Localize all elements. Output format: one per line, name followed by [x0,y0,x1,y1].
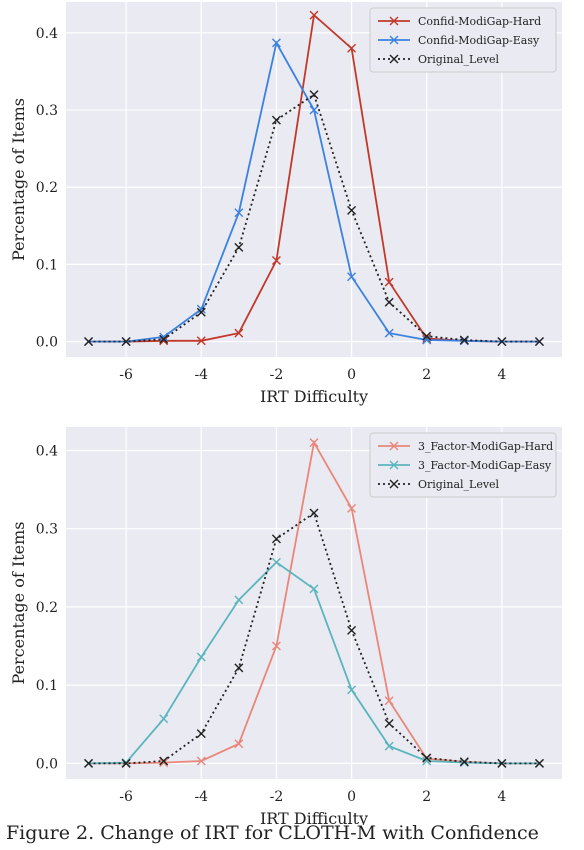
legend-label: Confid-ModiGap-Hard [418,15,541,28]
data-point [196,307,206,317]
data-point [384,328,394,338]
data-point [271,115,281,125]
y-tick-label: 0.3 [36,522,58,538]
x-tick-label: 4 [497,789,506,805]
data-point [196,336,206,346]
data-point [422,331,432,341]
legend-marker [389,54,399,64]
data-point [271,557,281,567]
y-tick-label: 0.2 [36,600,58,616]
data-point [497,758,507,768]
data-point [384,696,394,706]
data-point [159,758,169,768]
data-point [234,739,244,749]
x-tick-label: 0 [347,367,356,383]
legend-label: Confid-ModiGap-Easy [418,34,540,47]
data-point [196,729,206,739]
figure-caption: Figure 2. Change of IRT for CLOTH-M with… [6,822,539,844]
data-point [234,595,244,605]
x-tick-label: 2 [422,367,431,383]
x-tick-label: -6 [119,789,133,805]
data-point [121,758,131,768]
data-point [422,335,432,345]
data-point [159,714,169,724]
data-point [534,758,544,768]
data-point [196,756,206,766]
x-tick-label: 2 [422,789,431,805]
legend-label: 3_Factor-ModiGap-Hard [418,440,553,453]
legend-marker [389,441,399,451]
y-tick-label: 0.3 [36,103,58,119]
x-tick-label: -2 [270,789,284,805]
data-point [309,90,319,100]
data-point [347,272,357,282]
data-point [534,337,544,347]
data-point [497,337,507,347]
data-point [384,741,394,751]
data-point [271,256,281,266]
y-tick-label: 0.0 [36,335,58,351]
data-point [309,10,319,20]
x-tick-label: -2 [270,367,284,383]
data-point [159,332,169,342]
data-point [309,584,319,594]
data-point [84,337,94,347]
data-point [234,663,244,673]
y-tick-label: 0.4 [36,443,58,459]
legend-marker [389,16,399,26]
legend-marker [389,35,399,45]
x-axis-label: IRT Difficulty [260,809,368,825]
data-point [347,685,357,695]
legend-marker [389,479,399,489]
legend-marker [389,460,399,470]
data-point [234,328,244,338]
y-axis-label: Percentage of Items [9,522,28,685]
data-point [84,758,94,768]
data-point [309,508,319,518]
data-point [422,753,432,763]
x-axis-label: IRT Difficulty [260,387,368,406]
data-point [347,205,357,215]
data-point [347,43,357,53]
data-point [384,297,394,307]
data-point [422,333,432,343]
data-point [271,534,281,544]
x-tick-label: -6 [119,367,133,383]
legend-label: 3_Factor-ModiGap-Easy [418,459,552,472]
data-point [196,304,206,314]
chart-confid-modigap: -6 -4 -2 0 2 4 0.0 0.1 0.2 0.3 0.4 IRT Difficulty Pe… [9,2,562,406]
x-tick-label: -4 [194,367,208,383]
y-axis-label: Percentage of Items [9,98,28,261]
y-tick-label: 0.1 [36,257,58,273]
data-point [347,503,357,513]
data-point [159,756,169,766]
y-tick-label: 0.0 [36,756,58,772]
y-tick-label: 0.1 [36,678,58,694]
data-point [384,718,394,728]
data-point [234,242,244,252]
data-point [309,438,319,448]
data-point [384,277,394,287]
x-tick-label: 0 [347,789,356,805]
legend-box [369,7,557,73]
data-point [459,335,469,345]
data-point [271,38,281,48]
legend-box [369,432,557,498]
data-point [347,625,357,635]
x-tick-label: 4 [497,367,506,383]
data-point [422,756,432,766]
data-point [271,641,281,651]
legend-label: Original_Level [418,53,500,66]
data-point [196,652,206,662]
data-point [234,208,244,218]
y-tick-label: 0.2 [36,180,58,196]
data-point [121,337,131,347]
data-point [459,757,469,767]
data-point [309,105,319,115]
y-tick-label: 0.4 [36,26,58,42]
legend-label: Original_Level [418,478,500,491]
data-point [159,334,169,344]
x-tick-label: -4 [194,789,208,805]
chart-3factor-modigap: -6 -4 -2 0 2 4 0.0 0.1 0.2 0.3 0.4 IRT Difficulty Pe… [9,427,562,825]
